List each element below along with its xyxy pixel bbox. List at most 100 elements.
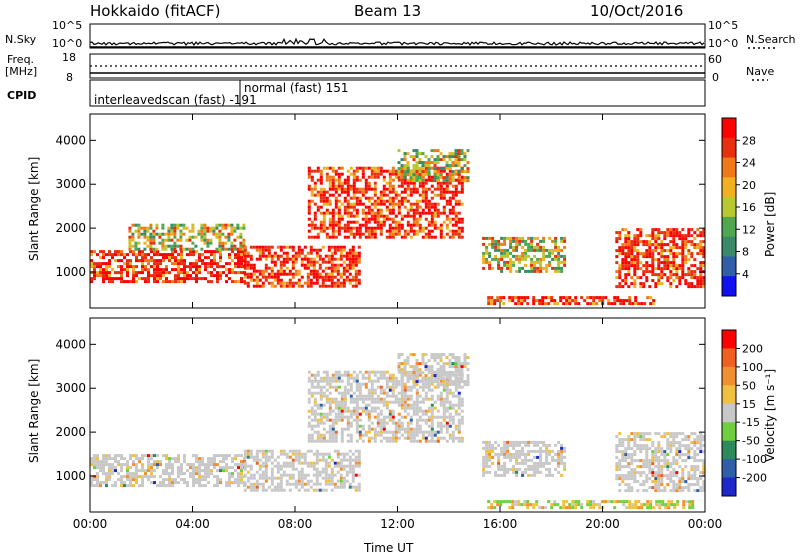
- heatmap-cell: [317, 374, 320, 377]
- heatmap-cell: [532, 506, 535, 509]
- heatmap-cell: [174, 262, 177, 265]
- heatmap-cell: [446, 155, 449, 158]
- heatmap-cell: [675, 489, 678, 492]
- heatmap-cell: [180, 262, 183, 265]
- heatmap-cell: [102, 463, 105, 466]
- heatmap-cell: [678, 486, 681, 489]
- heatmap-cell: [488, 237, 491, 240]
- heatmap-cell: [295, 261, 298, 264]
- heatmap-cell: [672, 261, 675, 264]
- heatmap-cell: [526, 500, 529, 503]
- heatmap-cell: [622, 299, 625, 302]
- heatmap-cell: [449, 164, 452, 167]
- heatmap-cell: [371, 386, 374, 389]
- heatmap-cell: [317, 233, 320, 236]
- heatmap-cell: [162, 268, 165, 271]
- heatmap-cell: [660, 474, 663, 477]
- heatmap-cell: [335, 212, 338, 215]
- heatmap-cell: [337, 456, 340, 459]
- heatmap-cell: [497, 267, 500, 270]
- heatmap-cell: [198, 457, 201, 460]
- heatmap-cell: [209, 227, 212, 230]
- heatmap-cell: [527, 255, 530, 258]
- heatmap-cell: [521, 450, 524, 453]
- heatmap-cell: [494, 453, 497, 456]
- heatmap-cell: [485, 441, 488, 444]
- heatmap-cell: [440, 233, 443, 236]
- heatmap-cell: [346, 252, 349, 255]
- heatmap-cell: [422, 356, 425, 359]
- heatmap-cell: [654, 453, 657, 456]
- heatmap-cell: [326, 419, 329, 422]
- heatmap-cell: [365, 377, 368, 380]
- heatmap-cell: [630, 489, 633, 492]
- heatmap-cell: [580, 503, 583, 506]
- heatmap-cell: [545, 468, 548, 471]
- heatmap-cell: [259, 450, 262, 453]
- heatmap-cell: [643, 503, 646, 506]
- heatmap-cell: [621, 477, 624, 480]
- heatmap-cell: [461, 218, 464, 221]
- heatmap-cell: [398, 200, 401, 203]
- heatmap-cell: [642, 489, 645, 492]
- heatmap-cell: [356, 233, 359, 236]
- heatmap-cell: [189, 463, 192, 466]
- heatmap-cell: [247, 486, 250, 489]
- heatmap-cell: [443, 368, 446, 371]
- heatmap-cell: [316, 489, 319, 492]
- heatmap-cell: [401, 197, 404, 200]
- heatmap-cell: [317, 392, 320, 395]
- heatmap-cell: [352, 249, 355, 252]
- heatmap-cell: [316, 477, 319, 480]
- heatmap-cell: [699, 441, 702, 444]
- heatmap-cell: [500, 270, 503, 273]
- heatmap-cell: [401, 164, 404, 167]
- heatmap-cell: [352, 255, 355, 258]
- heatmap-cell: [574, 296, 577, 299]
- heatmap-cell: [514, 500, 517, 503]
- heatmap-cell: [138, 259, 141, 262]
- heatmap-cell: [365, 218, 368, 221]
- heatmap-cell: [368, 182, 371, 185]
- heatmap-cell: [455, 158, 458, 161]
- heatmap-cell: [660, 240, 663, 243]
- heatmap-cell: [325, 276, 328, 279]
- heatmap-cell: [332, 230, 335, 233]
- heatmap-cell: [545, 474, 548, 477]
- heatmap-cell: [485, 258, 488, 261]
- heatmap-cell: [340, 453, 343, 456]
- heatmap-cell: [377, 434, 380, 437]
- heatmap-cell: [350, 386, 353, 389]
- heatmap-cell: [316, 471, 319, 474]
- heatmap-cell: [627, 264, 630, 267]
- heatmap-cell: [386, 371, 389, 374]
- heatmap-cell: [334, 474, 337, 477]
- heatmap-cell: [672, 234, 675, 237]
- heatmap-cell: [535, 299, 538, 302]
- heatmap-cell: [500, 258, 503, 261]
- heatmap-cell: [506, 261, 509, 264]
- heatmap-cell: [307, 462, 310, 465]
- heatmap-cell: [307, 267, 310, 270]
- heatmap-cell: [633, 249, 636, 252]
- heatmap-cell: [176, 245, 179, 248]
- heatmap-cell: [672, 255, 675, 258]
- heatmap-cell: [509, 258, 512, 261]
- heatmap-cell: [452, 170, 455, 173]
- heatmap-cell: [425, 197, 428, 200]
- heatmap-cell: [422, 437, 425, 440]
- heatmap-cell: [419, 362, 422, 365]
- heatmap-cell: [295, 483, 298, 486]
- heatmap-cell: [215, 248, 218, 251]
- heatmap-cell: [645, 432, 648, 435]
- heatmap-cell: [338, 380, 341, 383]
- heatmap-cell: [592, 506, 595, 509]
- heatmap-cell: [329, 386, 332, 389]
- heatmap-cell: [362, 383, 365, 386]
- heatmap-cell: [607, 302, 610, 305]
- heatmap-cell: [413, 221, 416, 224]
- heatmap-cell: [642, 483, 645, 486]
- heatmap-cell: [262, 489, 265, 492]
- heatmap-cell: [326, 236, 329, 239]
- heatmap-cell: [371, 218, 374, 221]
